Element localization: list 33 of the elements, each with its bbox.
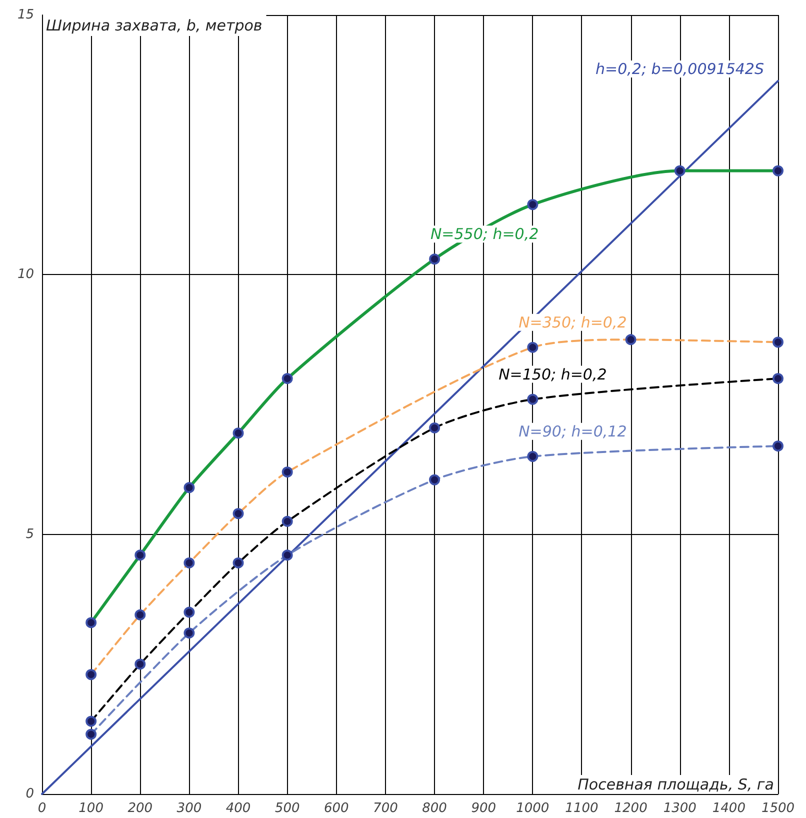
series-label: N=150; h=0,2 — [498, 365, 607, 384]
point — [429, 474, 440, 486]
x-tick-label: 700 — [373, 801, 398, 816]
x-tick-label: 1200 — [614, 801, 648, 816]
x-tick-label: 800 — [422, 801, 447, 816]
y-axis-title: Ширина захвата, b, метров — [46, 16, 262, 34]
y-tick-label: 0 — [26, 786, 34, 802]
x-tick-label: 500 — [274, 801, 300, 816]
series-label: N=550; h=0,2 — [430, 225, 539, 244]
y-tick-label: 5 — [26, 526, 34, 542]
point — [527, 450, 538, 462]
series-label: N=350; h=0,2 — [518, 313, 627, 332]
x-tick-label: 1000 — [516, 801, 550, 816]
x-tick-label: 1500 — [761, 801, 795, 816]
point — [772, 440, 784, 452]
x-tick-label: 600 — [324, 801, 349, 816]
x-tick-label: 1100 — [565, 801, 598, 816]
x-tick-label: 300 — [176, 801, 202, 816]
x-tick-label: 1400 — [712, 801, 746, 816]
x-tick-label: 400 — [226, 801, 251, 816]
x-axis-title: Посевная площадь, S, га — [578, 776, 774, 794]
point — [184, 628, 195, 639]
y-tick-label: 15 — [17, 8, 34, 22]
x-tick-label: 1300 — [663, 801, 696, 816]
x-tick-label: 900 — [471, 801, 496, 816]
point — [282, 550, 293, 561]
y-tick-label: 10 — [17, 267, 34, 282]
series-label: N=90; h=0,12 — [518, 422, 627, 440]
series-label: h=0,2; b=0,0091542S — [596, 60, 764, 78]
point — [86, 728, 97, 740]
x-tick-label: 200 — [128, 801, 153, 816]
x-tick-label: 100 — [78, 801, 104, 816]
x-tick-label: 0 — [38, 801, 46, 816]
